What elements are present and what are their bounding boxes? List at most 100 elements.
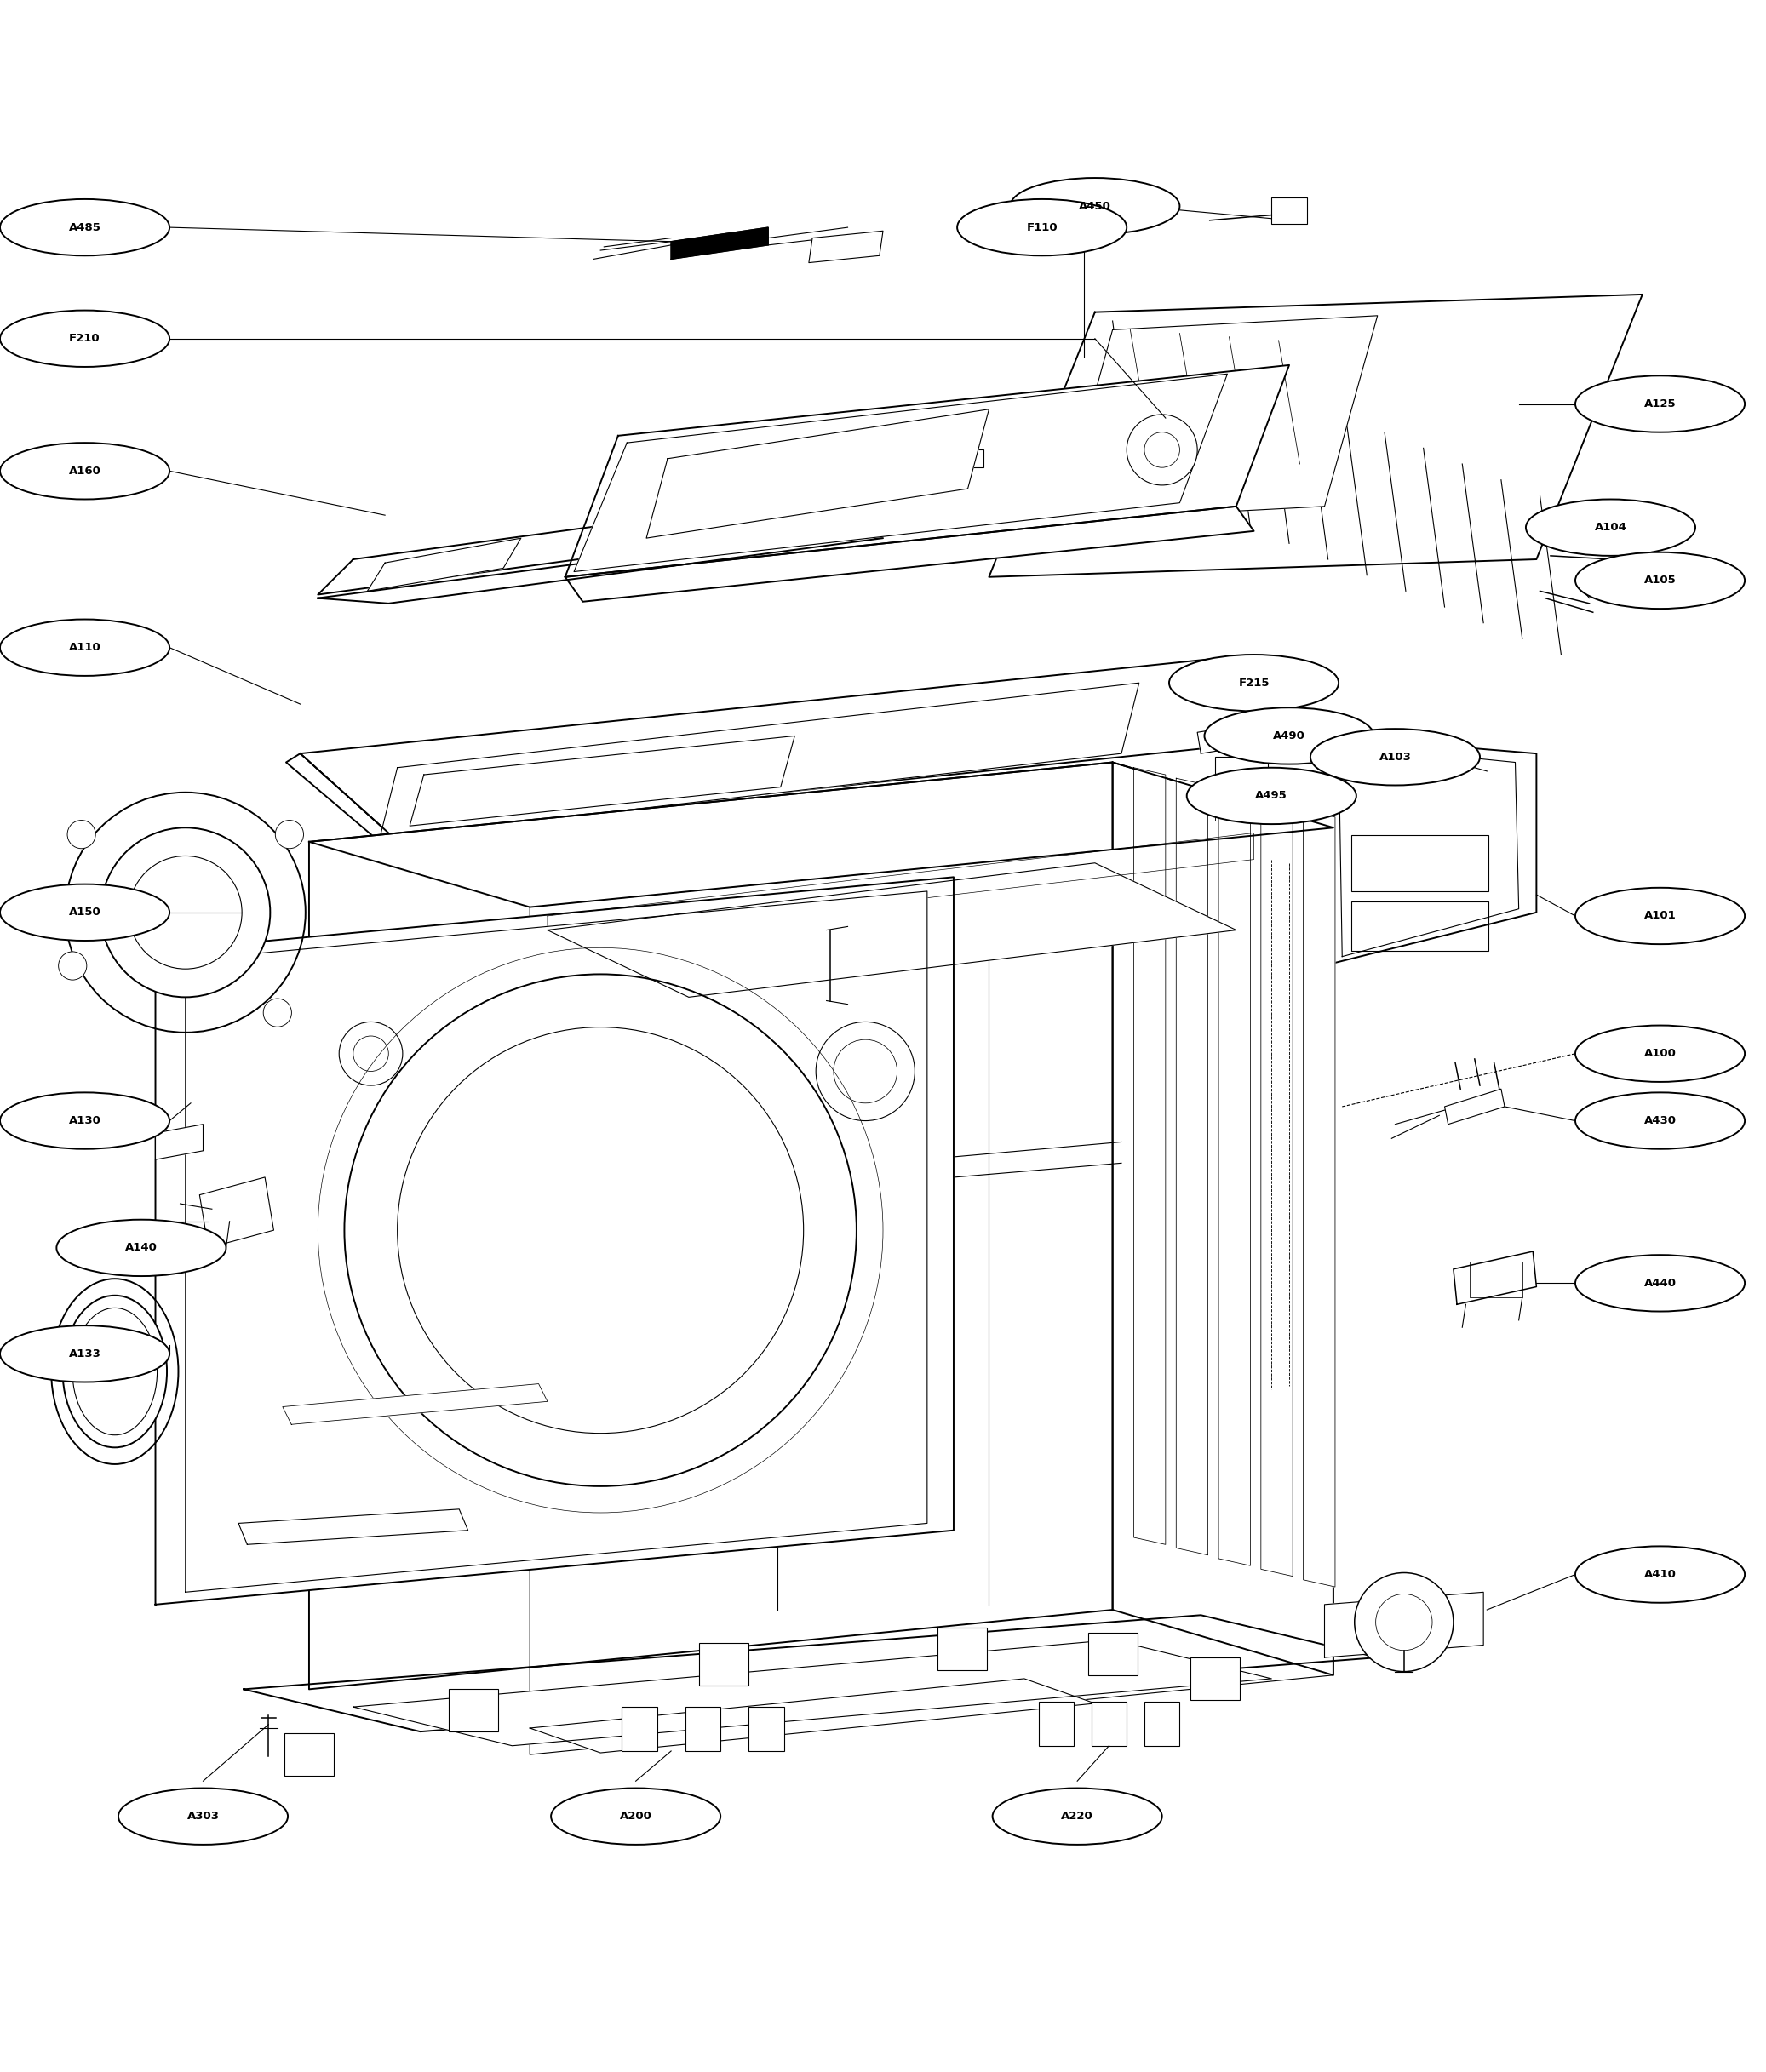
- Circle shape: [58, 951, 87, 980]
- Bar: [1190, 1658, 1240, 1699]
- Bar: [284, 1734, 334, 1776]
- Polygon shape: [318, 493, 848, 595]
- Polygon shape: [530, 1678, 1095, 1753]
- Polygon shape: [238, 1508, 468, 1544]
- Polygon shape: [547, 862, 1236, 997]
- Text: A440: A440: [1644, 1278, 1676, 1289]
- Bar: [449, 1689, 498, 1732]
- Polygon shape: [185, 891, 927, 1591]
- Bar: [804, 464, 842, 481]
- Text: A105: A105: [1644, 574, 1676, 586]
- Ellipse shape: [62, 1295, 168, 1448]
- Circle shape: [1355, 1573, 1453, 1672]
- Bar: [1351, 901, 1489, 951]
- Ellipse shape: [0, 885, 170, 941]
- Bar: [699, 1643, 749, 1687]
- Bar: [1272, 197, 1307, 224]
- Text: A410: A410: [1644, 1569, 1676, 1581]
- Ellipse shape: [1575, 375, 1745, 433]
- Text: A490: A490: [1273, 729, 1305, 742]
- Polygon shape: [1261, 800, 1293, 1577]
- Ellipse shape: [0, 443, 170, 499]
- Polygon shape: [155, 876, 954, 1604]
- Bar: [945, 450, 984, 468]
- Polygon shape: [1219, 789, 1250, 1566]
- Text: A495: A495: [1256, 789, 1287, 802]
- Bar: [1038, 1701, 1074, 1747]
- Text: A220: A220: [1061, 1811, 1093, 1821]
- Bar: [1215, 756, 1268, 789]
- Polygon shape: [283, 1384, 547, 1423]
- Bar: [1351, 835, 1489, 891]
- Text: A104: A104: [1595, 522, 1626, 533]
- Ellipse shape: [0, 1326, 170, 1382]
- Ellipse shape: [57, 1220, 226, 1276]
- Text: A150: A150: [69, 908, 101, 918]
- Text: A140: A140: [125, 1243, 157, 1254]
- Bar: [1144, 1701, 1180, 1747]
- Polygon shape: [353, 1639, 1272, 1747]
- Circle shape: [67, 821, 95, 850]
- Text: A485: A485: [69, 222, 101, 232]
- Circle shape: [101, 827, 270, 997]
- Ellipse shape: [0, 311, 170, 367]
- Ellipse shape: [1526, 499, 1695, 555]
- Polygon shape: [410, 736, 795, 827]
- Bar: [1469, 1262, 1522, 1297]
- Polygon shape: [300, 657, 1324, 833]
- Polygon shape: [1324, 1591, 1483, 1658]
- Polygon shape: [1453, 1251, 1536, 1305]
- Polygon shape: [547, 833, 1254, 943]
- Bar: [938, 1627, 987, 1670]
- Bar: [733, 470, 772, 489]
- Polygon shape: [565, 365, 1289, 576]
- Text: A133: A133: [69, 1349, 101, 1359]
- Polygon shape: [1197, 719, 1289, 754]
- Ellipse shape: [957, 199, 1127, 255]
- Bar: [1091, 1701, 1127, 1747]
- Ellipse shape: [1010, 178, 1180, 234]
- Ellipse shape: [1310, 729, 1480, 785]
- Text: F210: F210: [69, 334, 101, 344]
- Polygon shape: [1176, 779, 1208, 1556]
- Circle shape: [263, 999, 291, 1028]
- Ellipse shape: [1575, 1026, 1745, 1082]
- Text: F110: F110: [1026, 222, 1058, 232]
- Bar: [622, 1707, 657, 1751]
- Text: A130: A130: [69, 1115, 101, 1127]
- Ellipse shape: [1575, 1256, 1745, 1312]
- Polygon shape: [155, 1125, 203, 1160]
- Bar: [1215, 794, 1259, 821]
- Ellipse shape: [1187, 767, 1356, 825]
- Polygon shape: [1324, 736, 1536, 966]
- Ellipse shape: [1575, 1092, 1745, 1150]
- Polygon shape: [318, 533, 883, 603]
- Polygon shape: [309, 762, 1113, 1689]
- Circle shape: [275, 821, 304, 850]
- Text: A303: A303: [187, 1811, 219, 1821]
- Text: A103: A103: [1379, 752, 1411, 762]
- Text: A110: A110: [69, 642, 101, 653]
- Polygon shape: [809, 230, 883, 263]
- Ellipse shape: [118, 1788, 288, 1844]
- Polygon shape: [1303, 810, 1335, 1587]
- Polygon shape: [1134, 767, 1166, 1544]
- Polygon shape: [1060, 315, 1377, 520]
- Ellipse shape: [0, 1092, 170, 1150]
- Polygon shape: [989, 294, 1642, 576]
- Circle shape: [1127, 414, 1197, 485]
- Polygon shape: [565, 506, 1254, 601]
- Bar: [685, 1707, 721, 1751]
- Text: A100: A100: [1644, 1048, 1676, 1059]
- Text: A450: A450: [1079, 201, 1111, 211]
- Polygon shape: [367, 539, 521, 591]
- Ellipse shape: [1204, 709, 1374, 765]
- Text: A125: A125: [1644, 398, 1676, 410]
- Polygon shape: [380, 684, 1139, 839]
- Ellipse shape: [992, 1788, 1162, 1844]
- Bar: [662, 479, 701, 495]
- Bar: [874, 458, 913, 474]
- Ellipse shape: [1575, 1546, 1745, 1604]
- Polygon shape: [309, 762, 1333, 908]
- Bar: [1088, 1633, 1137, 1674]
